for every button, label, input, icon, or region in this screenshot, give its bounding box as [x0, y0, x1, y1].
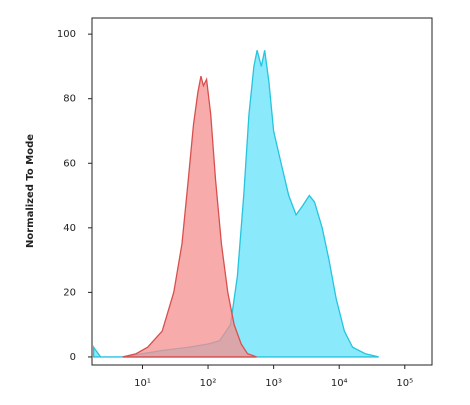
plot-frame [91, 17, 433, 366]
x-tick-label: 10³ [265, 378, 282, 389]
y-tick-label: 20 [63, 287, 76, 298]
y-tick-label: 60 [63, 158, 76, 169]
area [122, 75, 257, 358]
x-tick-label: 10¹ [134, 378, 151, 389]
y-tick-label: 100 [57, 29, 76, 40]
plot-area [92, 50, 379, 358]
y-tick-label: 80 [63, 94, 76, 105]
y-tick-label: 0 [70, 352, 76, 363]
area [92, 50, 379, 358]
y-tick-label: 40 [63, 223, 76, 234]
x-tick-label: 10² [200, 378, 217, 389]
x-tick-label: 10⁵ [396, 378, 413, 389]
x-tick-label: 10⁴ [331, 378, 348, 389]
y-axis-label: Normalized To Mode [25, 134, 36, 248]
